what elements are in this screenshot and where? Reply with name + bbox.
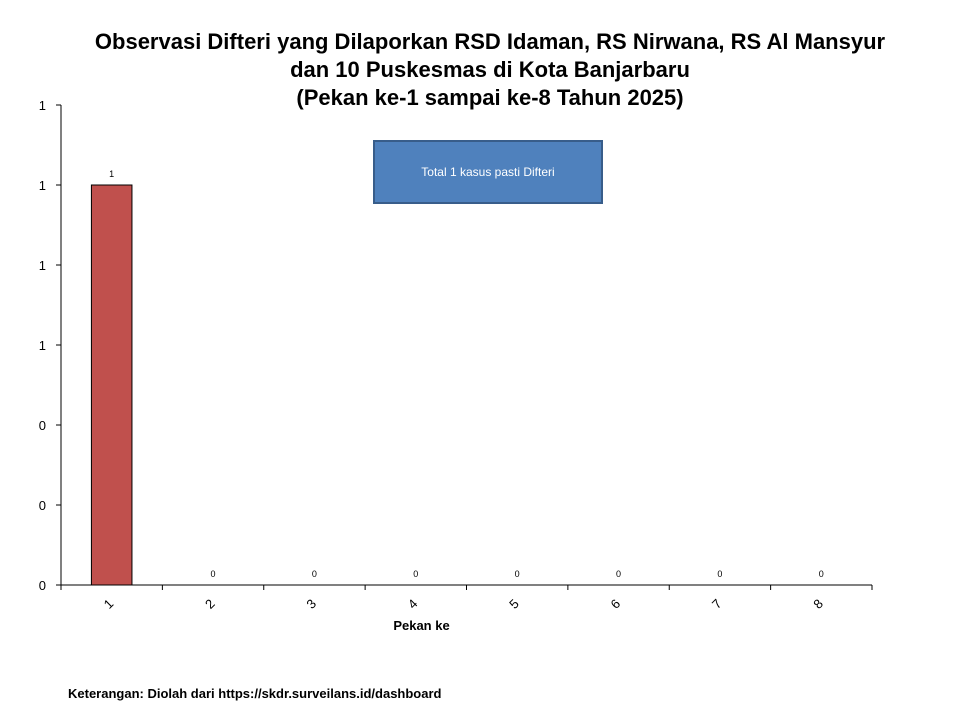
y-tick-label: 1 [39, 98, 46, 113]
source-note: Keterangan: Diolah dari https://skdr.sur… [68, 686, 442, 701]
y-tick-label: 0 [39, 418, 46, 433]
x-tick-label: 3 [303, 596, 319, 612]
annotation-text: Total 1 kasus pasti Difteri [421, 165, 555, 179]
annotation-box: Total 1 kasus pasti Difteri [373, 140, 603, 204]
x-axis-title: Pekan ke [393, 618, 449, 633]
x-tick-label: 4 [405, 596, 421, 612]
chart-title-line-3: (Pekan ke-1 sampai ke-8 Tahun 2025) [296, 85, 684, 110]
data-label: 1 [109, 169, 114, 179]
data-label: 0 [717, 569, 722, 579]
data-label: 0 [616, 569, 621, 579]
y-tick-label: 1 [39, 258, 46, 273]
data-label: 0 [819, 569, 824, 579]
chart-title-line-2: dan 10 Puskesmas di Kota Banjarbaru [290, 57, 690, 82]
y-tick-label: 1 [39, 178, 46, 193]
data-label: 0 [515, 569, 520, 579]
x-tick-label: 7 [709, 596, 725, 612]
y-tick-label: 1 [39, 338, 46, 353]
y-tick-label: 0 [39, 498, 46, 513]
x-tick-label: 8 [810, 596, 826, 612]
chart-title-line-1: Observasi Difteri yang Dilaporkan RSD Id… [94, 29, 886, 54]
data-label: 0 [211, 569, 216, 579]
data-label: 0 [312, 569, 317, 579]
x-tick-label: 6 [608, 596, 624, 612]
data-label: 0 [413, 569, 418, 579]
y-tick-label: 0 [39, 578, 46, 593]
chart-title: Observasi Difteri yang Dilaporkan RSD Id… [0, 28, 960, 112]
x-tick-label: 2 [202, 596, 218, 612]
bar [90, 184, 133, 586]
x-tick-label: 5 [506, 596, 522, 612]
x-tick-label: 1 [101, 596, 117, 612]
